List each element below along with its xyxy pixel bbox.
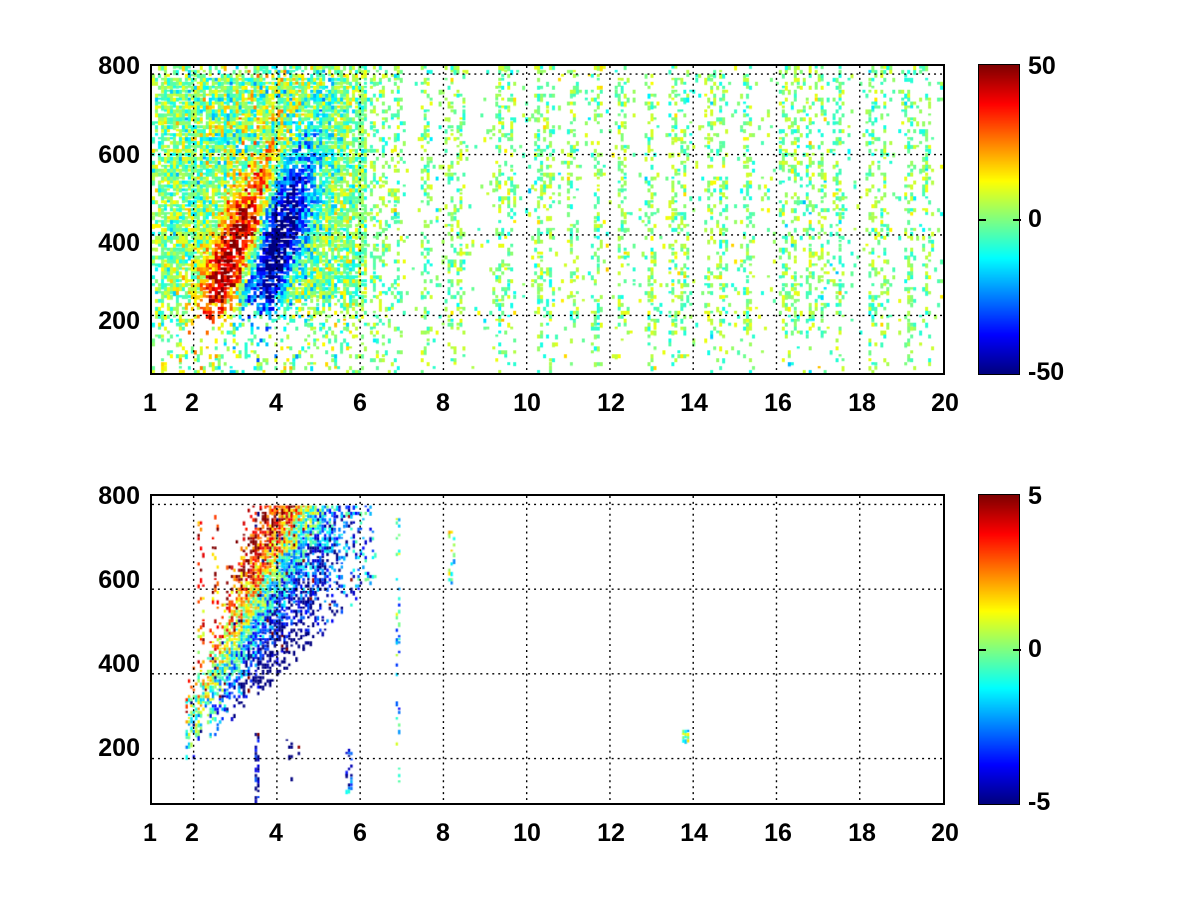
bottom-xtick-10: 10 bbox=[513, 819, 541, 847]
bottom-colorbar-label-mid: 0 bbox=[1028, 635, 1042, 663]
top-panel-heatmap bbox=[152, 66, 943, 373]
bottom-xtick-14: 14 bbox=[680, 819, 708, 847]
bottom-ytick-600: 600 bbox=[98, 566, 140, 594]
bottom-panel-heatmap bbox=[152, 496, 943, 803]
top-panel-axes bbox=[150, 64, 945, 375]
top-xtick-1: 1 bbox=[143, 389, 157, 417]
bottom-colorbar-tick-0-left bbox=[978, 649, 986, 651]
top-xtick-8: 8 bbox=[436, 389, 450, 417]
top-xtick-16: 16 bbox=[764, 389, 792, 417]
top-ytick-400: 400 bbox=[98, 229, 140, 257]
bottom-xtick-16: 16 bbox=[764, 819, 792, 847]
bottom-xtick-8: 8 bbox=[436, 819, 450, 847]
top-xtick-10: 10 bbox=[513, 389, 541, 417]
bottom-xtick-20: 20 bbox=[931, 819, 959, 847]
top-ytick-200: 200 bbox=[98, 307, 140, 335]
bottom-xtick-6: 6 bbox=[353, 819, 367, 847]
top-ytick-600: 600 bbox=[98, 141, 140, 169]
bottom-xtick-18: 18 bbox=[848, 819, 876, 847]
bottom-xtick-1: 1 bbox=[143, 819, 157, 847]
top-colorbar-label-max: 50 bbox=[1028, 52, 1056, 80]
bottom-colorbar-tick-0 bbox=[1013, 649, 1021, 651]
top-xtick-2: 2 bbox=[185, 389, 199, 417]
top-xtick-14: 14 bbox=[680, 389, 708, 417]
bottom-ytick-200: 200 bbox=[98, 734, 140, 762]
top-xtick-6: 6 bbox=[353, 389, 367, 417]
bottom-panel: 800 600 400 200 1 2 4 6 8 10 12 14 16 18… bbox=[0, 440, 1200, 900]
bottom-ytick-800: 800 bbox=[98, 482, 140, 510]
top-ytick-800: 800 bbox=[98, 52, 140, 80]
top-xtick-4: 4 bbox=[269, 389, 283, 417]
top-colorbar-tick-0-left bbox=[978, 219, 986, 221]
top-colorbar-tick-0 bbox=[1013, 219, 1021, 221]
top-xtick-12: 12 bbox=[597, 389, 625, 417]
bottom-xtick-2: 2 bbox=[185, 819, 199, 847]
top-xtick-20: 20 bbox=[931, 389, 959, 417]
bottom-colorbar-label-min: -5 bbox=[1028, 788, 1051, 816]
bottom-xtick-4: 4 bbox=[269, 819, 283, 847]
top-xtick-18: 18 bbox=[848, 389, 876, 417]
top-colorbar-label-min: -50 bbox=[1028, 358, 1065, 386]
top-colorbar-label-mid: 0 bbox=[1028, 205, 1042, 233]
bottom-panel-axes bbox=[150, 494, 945, 805]
top-panel: 800 600 400 200 1 2 4 6 8 10 12 14 16 18… bbox=[0, 0, 1200, 440]
bottom-xtick-12: 12 bbox=[597, 819, 625, 847]
bottom-colorbar-label-max: 5 bbox=[1028, 482, 1042, 510]
bottom-ytick-400: 400 bbox=[98, 650, 140, 678]
